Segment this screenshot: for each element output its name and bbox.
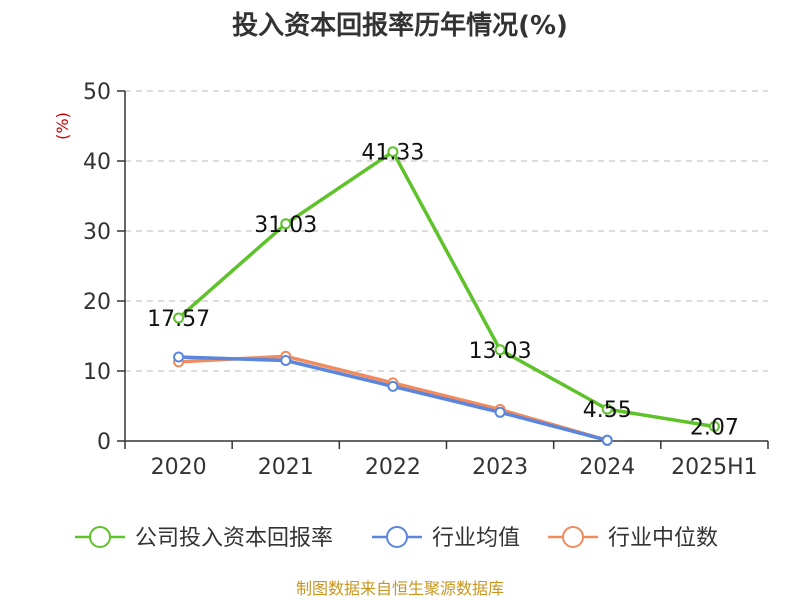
data-labels: 17.57 31.03 41.33 13.03 4.55 2.07 [147,141,739,441]
legend-marker [89,526,111,548]
y-tick-label: 0 [97,430,111,455]
series-line-1 [178,355,608,442]
y-tick-label: 20 [83,290,111,315]
data-label: 4.55 [583,398,632,423]
x-tick-label: 2022 [365,455,421,480]
data-label: 2.07 [690,416,739,441]
y-tick-label: 30 [83,220,111,245]
series-1-point [173,351,185,363]
data-label: 17.57 [147,307,210,332]
x-tick-label: 2024 [579,455,635,480]
axes: 0 10 20 30 40 50 2020 2021 2022 2023 2024 2025H1 [83,80,769,480]
x-tick-label: 2021 [258,455,314,480]
series-0-point [601,403,613,415]
legend: 公司投入资本回报率 行业均值 行业中位数 [75,526,718,551]
data-label: 13.03 [469,339,532,364]
data-label: 41.33 [361,141,424,166]
x-tick-label: 2025H1 [671,455,758,480]
legend-label: 行业中位数 [608,526,718,551]
grid-lines [125,90,768,372]
series-line-2 [178,354,608,442]
series-0-point [387,146,399,158]
series-0-point [280,218,292,230]
legend-marker [562,526,584,548]
series-1-point [601,434,613,446]
series-layer [173,146,720,446]
legend-label: 公司投入资本回报率 [135,526,333,551]
series-0-point [494,344,506,356]
x-tick-label: 2020 [151,455,207,480]
legend-marker [386,526,408,548]
data-label: 31.03 [254,213,317,238]
y-tick-label: 40 [83,150,111,175]
series-1-point [280,355,292,366]
series-line-0 [177,149,715,429]
source-note: 制图数据来自恒生聚源数据库 [296,579,504,598]
series-0-point [708,421,720,433]
legend-label: 行业均值 [432,526,520,551]
x-tick-label: 2023 [472,455,528,480]
y-tick-label: 50 [83,80,111,105]
y-tick-label: 10 [83,360,111,385]
y-axis-label: (%) [53,112,72,140]
series-0-point [173,312,185,324]
series-1-point [494,406,506,418]
series-1-point [387,380,399,392]
chart-title: 投入资本回报率历年情况(%) [232,10,568,41]
